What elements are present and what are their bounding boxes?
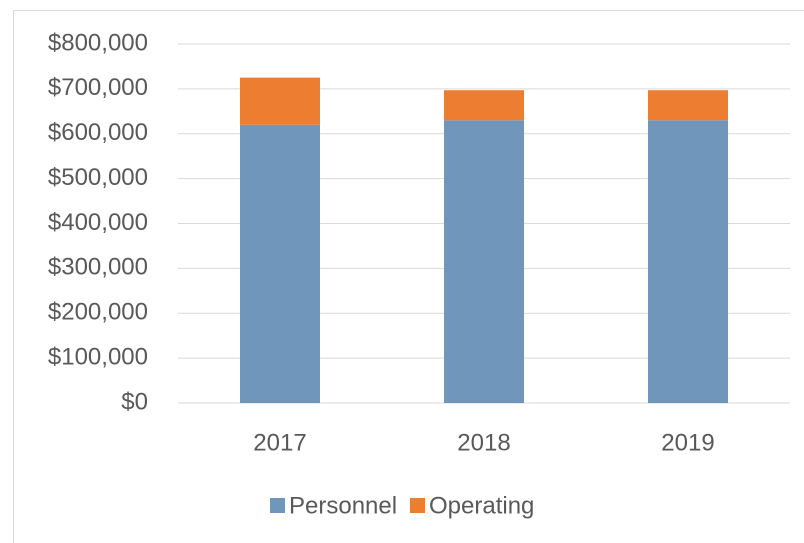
x-tick-label: 2019 <box>661 429 714 456</box>
y-tick-label: $200,000 <box>48 299 148 326</box>
y-tick-label: $600,000 <box>48 119 148 146</box>
bar-segment <box>648 120 728 403</box>
bar-segment <box>444 90 524 121</box>
y-tick-label: $700,000 <box>48 74 148 101</box>
legend-swatch <box>270 498 285 513</box>
chart-border <box>13 10 804 543</box>
legend-label: Operating <box>429 492 534 519</box>
legend-swatch <box>410 498 425 513</box>
bar-segment <box>648 90 728 121</box>
y-tick-label: $400,000 <box>48 209 148 236</box>
y-tick-label: $800,000 <box>48 29 148 56</box>
x-tick-label: 2017 <box>253 429 306 456</box>
bar-segment <box>240 124 320 404</box>
y-tick-label: $0 <box>121 388 148 415</box>
bar-segment <box>444 120 524 403</box>
y-tick-label: $300,000 <box>48 254 148 281</box>
y-tick-label: $100,000 <box>48 343 148 370</box>
legend-label: Personnel <box>289 492 397 519</box>
bar-segment <box>240 77 320 125</box>
x-tick-label: 2018 <box>457 429 510 456</box>
y-tick-label: $500,000 <box>48 164 148 191</box>
